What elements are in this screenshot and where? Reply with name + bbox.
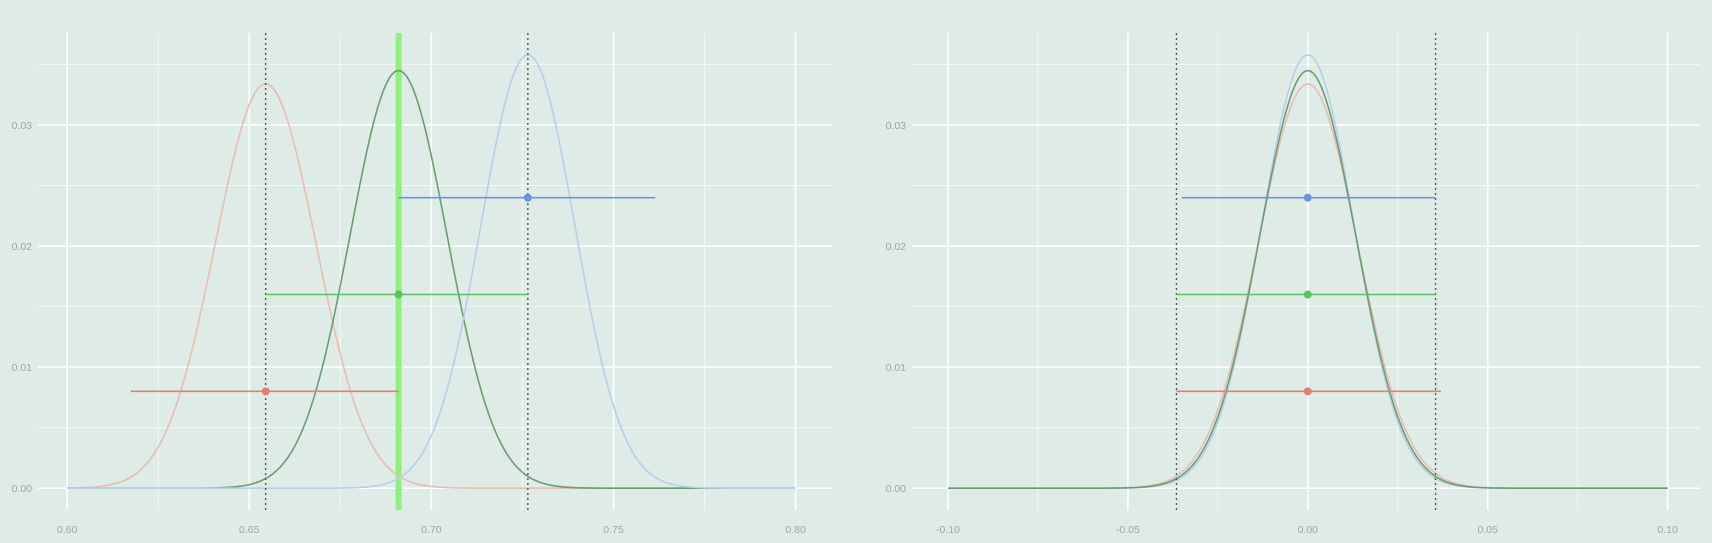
x-tick-label: 0.70 [421,524,442,536]
point-estimate [1303,290,1312,299]
x-tick-label: -0.10 [936,524,960,536]
x-tick-label: 0.10 [1657,524,1678,536]
y-tick-label: 0.01 [12,362,33,374]
density-curve [947,69,1668,490]
x-tick-label: 0.75 [603,524,624,536]
x-tick-label: 0.65 [239,524,260,536]
density-curve [67,54,796,490]
point-estimate [523,193,532,202]
y-tick-label: 0.01 [886,362,907,374]
right-panel: -0.10 -0.05 0.00 0.05 0.10 0.00 0.01 0.02 0.03 [886,33,1700,536]
y-tick-label: 0.00 [12,483,33,495]
point-estimate [1303,193,1312,202]
x-tick-label: -0.05 [1116,524,1140,536]
left-panel: 0.60 0.65 0.70 0.75 0.80 0.00 0.01 0.02 0.03 [12,33,832,536]
x-tick-label: 0.00 [1298,524,1319,536]
x-tick-label: 0.80 [785,524,806,536]
point-estimate [1303,387,1312,396]
y-tick-label: 0.03 [12,120,33,132]
point-estimate [261,387,270,396]
y-tick-label: 0.00 [886,483,907,495]
y-tick-label: 0.03 [886,120,907,132]
x-tick-label: 0.05 [1477,524,1498,536]
y-tick-label: 0.02 [12,241,33,253]
y-tick-label: 0.02 [886,241,907,253]
x-tick-label: 0.60 [57,524,78,536]
point-estimate [394,290,403,299]
